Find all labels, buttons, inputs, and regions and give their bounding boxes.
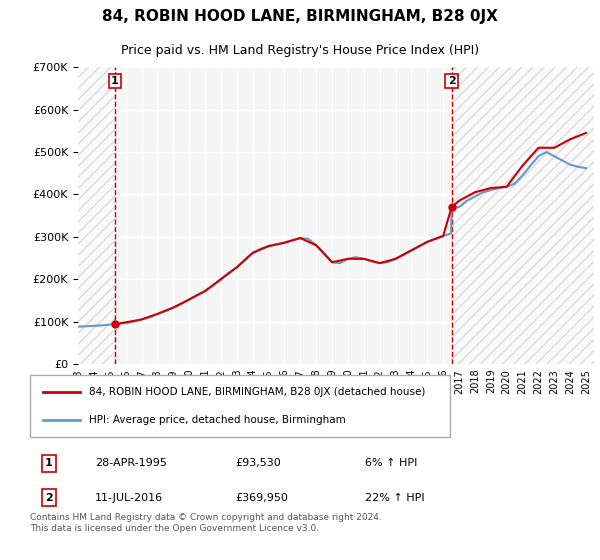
- Text: £93,530: £93,530: [235, 458, 281, 468]
- FancyBboxPatch shape: [30, 375, 450, 437]
- Text: 28-APR-1995: 28-APR-1995: [95, 458, 167, 468]
- Text: 11-JUL-2016: 11-JUL-2016: [95, 493, 163, 503]
- Text: 84, ROBIN HOOD LANE, BIRMINGHAM, B28 0JX: 84, ROBIN HOOD LANE, BIRMINGHAM, B28 0JX: [102, 10, 498, 24]
- Text: Contains HM Land Registry data © Crown copyright and database right 2024.
This d: Contains HM Land Registry data © Crown c…: [30, 514, 382, 533]
- Text: 1: 1: [111, 76, 119, 86]
- Text: 22% ↑ HPI: 22% ↑ HPI: [365, 493, 424, 503]
- Text: 2: 2: [45, 493, 53, 503]
- Text: HPI: Average price, detached house, Birmingham: HPI: Average price, detached house, Birm…: [89, 414, 346, 424]
- Text: Price paid vs. HM Land Registry's House Price Index (HPI): Price paid vs. HM Land Registry's House …: [121, 44, 479, 57]
- Text: 1: 1: [45, 458, 53, 468]
- Text: 2: 2: [448, 76, 455, 86]
- Text: £369,950: £369,950: [235, 493, 288, 503]
- Text: 84, ROBIN HOOD LANE, BIRMINGHAM, B28 0JX (detached house): 84, ROBIN HOOD LANE, BIRMINGHAM, B28 0JX…: [89, 388, 425, 398]
- Text: 6% ↑ HPI: 6% ↑ HPI: [365, 458, 417, 468]
